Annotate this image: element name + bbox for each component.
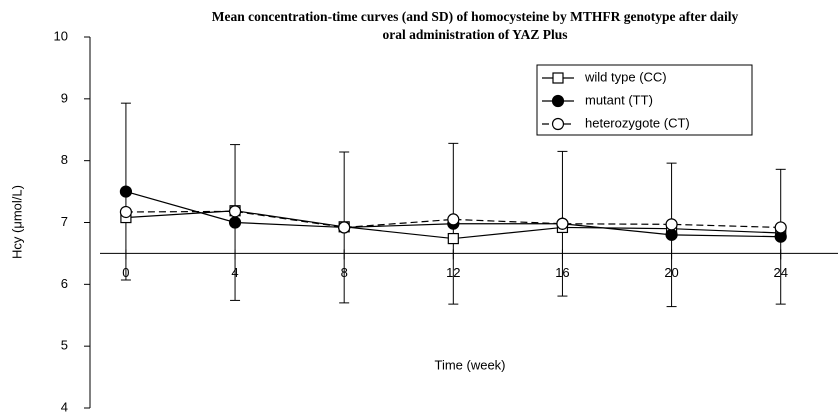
point xyxy=(119,205,133,219)
point xyxy=(556,217,569,230)
y-tick-label: 5 xyxy=(61,338,68,353)
point xyxy=(665,218,678,231)
point xyxy=(338,221,351,234)
point xyxy=(774,221,787,234)
point xyxy=(119,185,133,198)
point xyxy=(447,213,460,226)
legend-label: mutant (TT) xyxy=(585,92,653,107)
legend-box xyxy=(536,64,753,136)
x-axis-label: Time (week) xyxy=(434,357,505,372)
chart-title: Mean concentration-time curves (and SD) … xyxy=(212,9,739,24)
y-tick-label: 9 xyxy=(61,90,68,105)
y-tick-label: 10 xyxy=(54,28,68,43)
legend-marker xyxy=(552,72,564,84)
y-tick-label: 4 xyxy=(61,399,68,414)
legend-label: heterozygote (CT) xyxy=(585,115,690,130)
y-axis-label: Hcy (μmol/L) xyxy=(9,185,24,259)
point xyxy=(447,232,459,245)
y-tick-label: 7 xyxy=(61,214,68,229)
legend-label: wild type (CC) xyxy=(584,69,667,84)
point xyxy=(665,228,678,241)
chart-title: oral administration of YAZ Plus xyxy=(382,27,567,42)
legend-marker xyxy=(551,117,565,131)
legend-marker xyxy=(551,94,565,108)
point xyxy=(228,216,242,229)
point xyxy=(228,205,242,218)
y-tick-label: 6 xyxy=(61,276,68,291)
y-tick-label: 8 xyxy=(61,152,68,167)
